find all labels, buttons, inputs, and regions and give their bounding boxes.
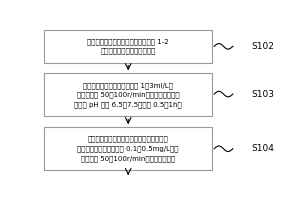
Text: S102: S102 — [251, 42, 274, 51]
Text: 在经过调制处理后的水中加入主要成分为氯
化钠的混合物，加入量为 0.1～0.5mg/L，搅
拌速度为 50～100r/min，边加边搅拌；: 在经过调制处理后的水中加入主要成分为氯 化钠的混合物，加入量为 0.1～0.5m… — [77, 136, 179, 162]
Text: S103: S103 — [251, 90, 274, 99]
FancyBboxPatch shape — [44, 73, 212, 116]
FancyBboxPatch shape — [44, 30, 212, 62]
Text: 在二级水池中放置高效吸油棉，静置 1-2
小时后通过水泵进三级水池；: 在二级水池中放置高效吸油棉，静置 1-2 小时后通过水泵进三级水池； — [87, 38, 169, 54]
FancyBboxPatch shape — [44, 127, 212, 170]
Text: S104: S104 — [251, 144, 274, 153]
Text: 在三级池中加入酸，加入量为 1～3ml/L，
搅拌速度为 50～100r/min，搅拌均匀，调节
溶液的 pH 值为 6.5～7.5，静置 0.5～1h；: 在三级池中加入酸，加入量为 1～3ml/L， 搅拌速度为 50～100r/min… — [74, 82, 182, 108]
